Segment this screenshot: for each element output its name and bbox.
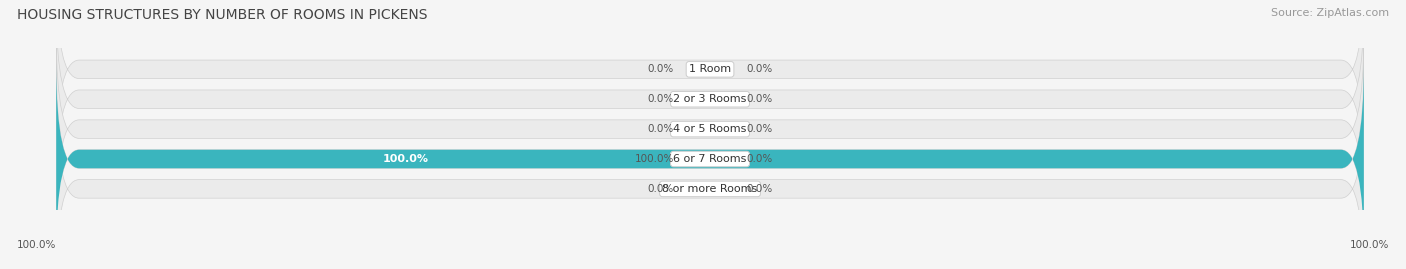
Text: 2 or 3 Rooms: 2 or 3 Rooms [673, 94, 747, 104]
Text: 6 or 7 Rooms: 6 or 7 Rooms [673, 154, 747, 164]
FancyBboxPatch shape [56, 4, 1364, 194]
Text: 0.0%: 0.0% [648, 64, 673, 74]
FancyBboxPatch shape [56, 0, 1364, 165]
Text: 0.0%: 0.0% [747, 64, 772, 74]
Text: 100.0%: 100.0% [1350, 240, 1389, 250]
Text: 0.0%: 0.0% [747, 154, 772, 164]
Text: 1 Room: 1 Room [689, 64, 731, 74]
Text: 0.0%: 0.0% [747, 184, 772, 194]
Text: 0.0%: 0.0% [648, 94, 673, 104]
FancyBboxPatch shape [56, 64, 1364, 254]
Text: 0.0%: 0.0% [648, 184, 673, 194]
FancyBboxPatch shape [56, 34, 1364, 224]
Text: 0.0%: 0.0% [747, 94, 772, 104]
Text: 0.0%: 0.0% [648, 124, 673, 134]
FancyBboxPatch shape [56, 94, 1364, 269]
Text: 100.0%: 100.0% [382, 154, 429, 164]
Text: 4 or 5 Rooms: 4 or 5 Rooms [673, 124, 747, 134]
Text: 100.0%: 100.0% [634, 154, 673, 164]
Text: 0.0%: 0.0% [747, 124, 772, 134]
Text: Source: ZipAtlas.com: Source: ZipAtlas.com [1271, 8, 1389, 18]
FancyBboxPatch shape [56, 64, 1364, 254]
Text: 8 or more Rooms: 8 or more Rooms [662, 184, 758, 194]
Text: 100.0%: 100.0% [17, 240, 56, 250]
Text: HOUSING STRUCTURES BY NUMBER OF ROOMS IN PICKENS: HOUSING STRUCTURES BY NUMBER OF ROOMS IN… [17, 8, 427, 22]
